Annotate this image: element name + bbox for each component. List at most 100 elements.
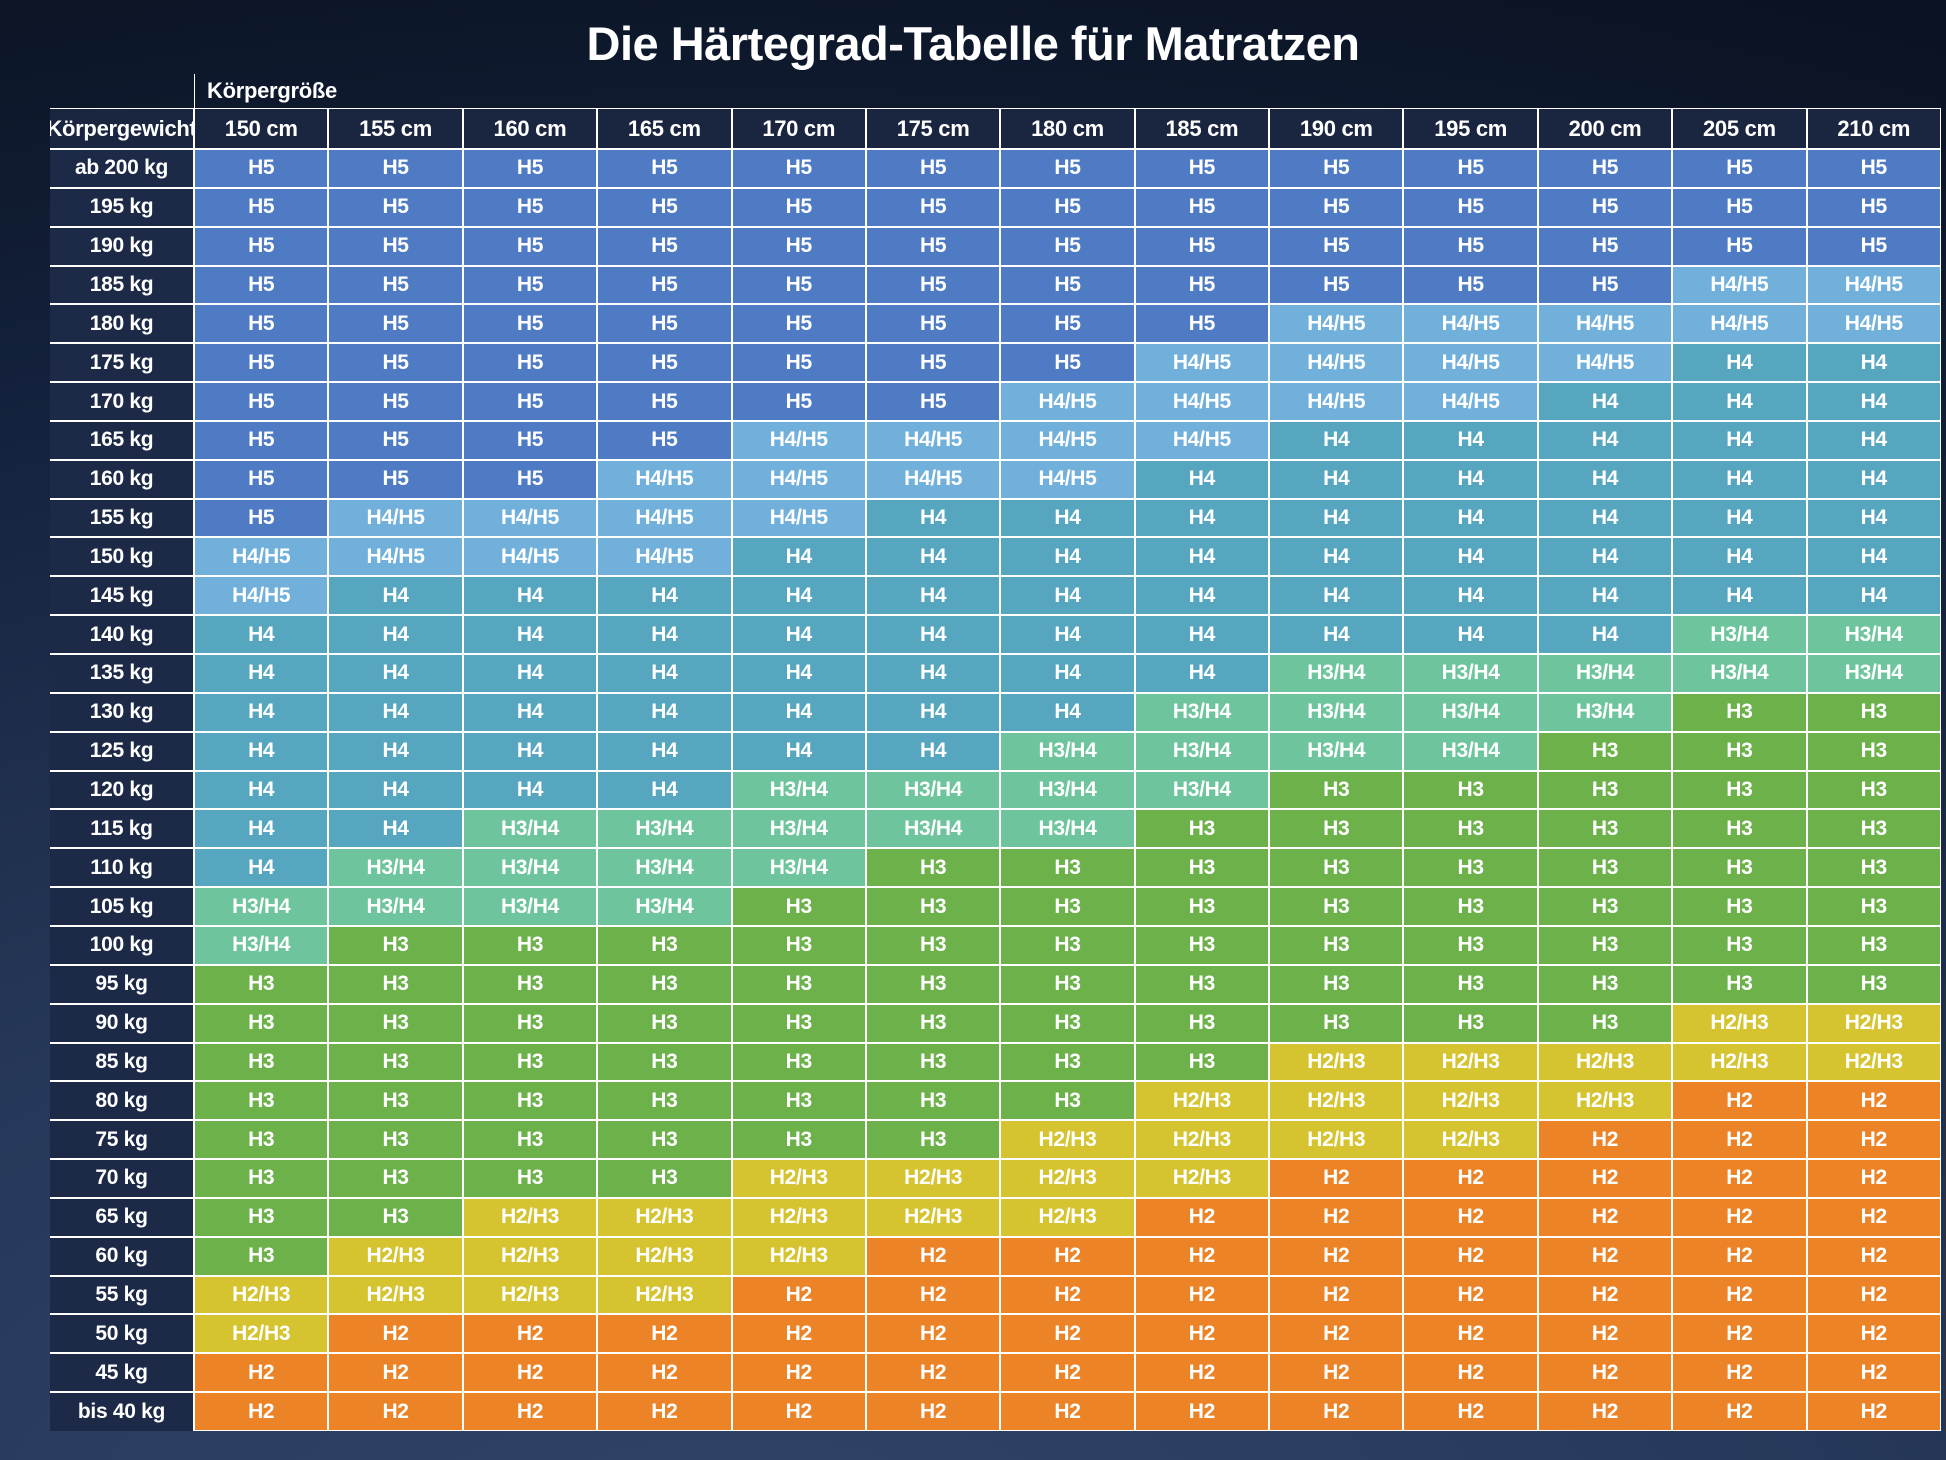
grade-cell: H2	[865, 1236, 1001, 1276]
grade-cell: H2/H3	[1403, 1120, 1538, 1160]
grade-cell: H3	[1537, 925, 1673, 965]
grade-cell: H3	[597, 1120, 732, 1160]
grade-cell: H3	[1134, 1003, 1270, 1043]
grade-cell: H3	[1269, 964, 1404, 1004]
grade-cell: H2	[1537, 1392, 1673, 1431]
grade-cell: H3	[1672, 964, 1807, 1004]
grade-cell: H3/H4	[328, 887, 463, 926]
grade-cell: H3	[597, 1081, 732, 1121]
weight-row-label: 75 kg	[50, 1120, 194, 1160]
grade-cell: H2	[1000, 1314, 1135, 1354]
grade-cell: H2/H3	[462, 1275, 598, 1315]
grade-cell: H4/H5	[1134, 420, 1270, 460]
grade-cell: H3	[1806, 925, 1941, 965]
grade-cell: H4	[1000, 654, 1135, 693]
grade-cell: H5	[328, 382, 463, 421]
grade-cell: H5	[597, 187, 732, 227]
grade-cell: H3/H4	[1403, 692, 1538, 732]
weight-row-label: 170 kg	[50, 382, 194, 421]
grade-cell: H3	[462, 1003, 598, 1043]
grade-cell: H4	[328, 809, 463, 849]
height-col-header: 175 cm	[865, 108, 1001, 149]
grade-cell: H5	[597, 304, 732, 344]
grade-cell: H4/H5	[731, 420, 866, 460]
grade-cell: H2/H3	[194, 1314, 329, 1354]
grade-cell: H4	[597, 615, 732, 655]
grade-cell: H2	[1537, 1120, 1673, 1160]
grade-cell: H4	[1134, 537, 1270, 577]
grade-cell: H4	[1000, 576, 1135, 616]
grade-cell: H3	[1672, 692, 1807, 732]
grade-cell: H3	[865, 964, 1001, 1004]
grade-cell: H2	[1269, 1314, 1404, 1354]
grade-cell: H4	[1000, 615, 1135, 655]
page-title: Die Härtegrad-Tabelle für Matratzen	[586, 17, 1360, 70]
grade-cell: H2	[1000, 1353, 1135, 1393]
grade-cell: H5	[462, 459, 598, 499]
grade-cell: H5	[731, 304, 866, 344]
grade-cell: H2/H3	[1000, 1120, 1135, 1160]
grade-cell: H3/H4	[1269, 654, 1404, 693]
grade-cell: H5	[1537, 265, 1673, 305]
weight-row-label: 65 kg	[50, 1197, 194, 1237]
grade-cell: H4/H5	[1403, 343, 1538, 383]
grade-cell: H3	[1000, 925, 1135, 965]
grade-cell: H2	[1403, 1197, 1538, 1237]
grade-cell: H3	[1134, 1042, 1270, 1082]
grade-cell: H3	[1672, 887, 1807, 926]
grade-cell: H4/H5	[194, 576, 329, 616]
grade-cell: H4	[1806, 382, 1941, 421]
grade-cell: H5	[1269, 226, 1404, 266]
grade-cell: H4	[1672, 537, 1807, 577]
grade-cell: H2/H3	[597, 1236, 732, 1276]
grade-cell: H4/H5	[865, 459, 1001, 499]
corner-blank	[50, 74, 194, 108]
grade-cell: H4	[1403, 498, 1538, 538]
grade-cell: H4/H5	[328, 498, 463, 538]
grade-cell: H2	[1672, 1081, 1807, 1121]
grade-cell: H2/H3	[1000, 1197, 1135, 1237]
grade-cell: H3	[865, 1042, 1001, 1082]
grade-cell: H2	[1134, 1197, 1270, 1237]
grade-cell: H3	[1403, 848, 1538, 888]
grade-cell: H4	[1134, 459, 1270, 499]
height-col-header: 180 cm	[1000, 108, 1135, 149]
grade-cell: H2	[731, 1314, 866, 1354]
grade-cell: H2	[328, 1392, 463, 1431]
grade-cell: H2	[1134, 1353, 1270, 1393]
grade-cell: H2/H3	[1537, 1081, 1673, 1121]
grade-cell: H4/H5	[328, 537, 463, 577]
grade-cell: H5	[1000, 304, 1135, 344]
grade-cell: H5	[194, 226, 329, 266]
grade-cell: H3/H4	[597, 848, 732, 888]
weight-row-label: 45 kg	[50, 1353, 194, 1393]
weight-row-label: 155 kg	[50, 498, 194, 538]
grade-cell: H4/H5	[1134, 343, 1270, 383]
grade-cell: H4	[1537, 420, 1673, 460]
grade-cell: H3	[1537, 731, 1673, 771]
grade-cell: H4	[865, 615, 1001, 655]
grade-cell: H3/H4	[328, 848, 463, 888]
grade-cell: H3	[462, 1159, 598, 1198]
grade-cell: H3/H4	[1134, 770, 1270, 810]
grade-cell: H5	[865, 149, 1001, 188]
grade-cell: H5	[1000, 226, 1135, 266]
grade-cell: H3	[328, 1081, 463, 1121]
grade-cell: H2	[1672, 1197, 1807, 1237]
grade-cell: H4	[1134, 654, 1270, 693]
grade-cell: H2	[1269, 1159, 1404, 1198]
grade-cell: H3/H4	[1134, 692, 1270, 732]
grade-cell: H5	[865, 265, 1001, 305]
grade-cell: H4	[1269, 420, 1404, 460]
grade-cell: H5	[194, 498, 329, 538]
weight-row-label: 165 kg	[50, 420, 194, 460]
grade-cell: H3	[597, 1042, 732, 1082]
grade-cell: H2	[1403, 1236, 1538, 1276]
grade-cell: H3	[194, 1197, 329, 1237]
grade-cell: H4/H5	[1806, 304, 1941, 344]
grade-cell: H5	[462, 382, 598, 421]
grade-cell: H5	[1672, 187, 1807, 227]
weight-row-label: 175 kg	[50, 343, 194, 383]
grade-cell: H4	[328, 770, 463, 810]
grade-cell: H5	[462, 343, 598, 383]
